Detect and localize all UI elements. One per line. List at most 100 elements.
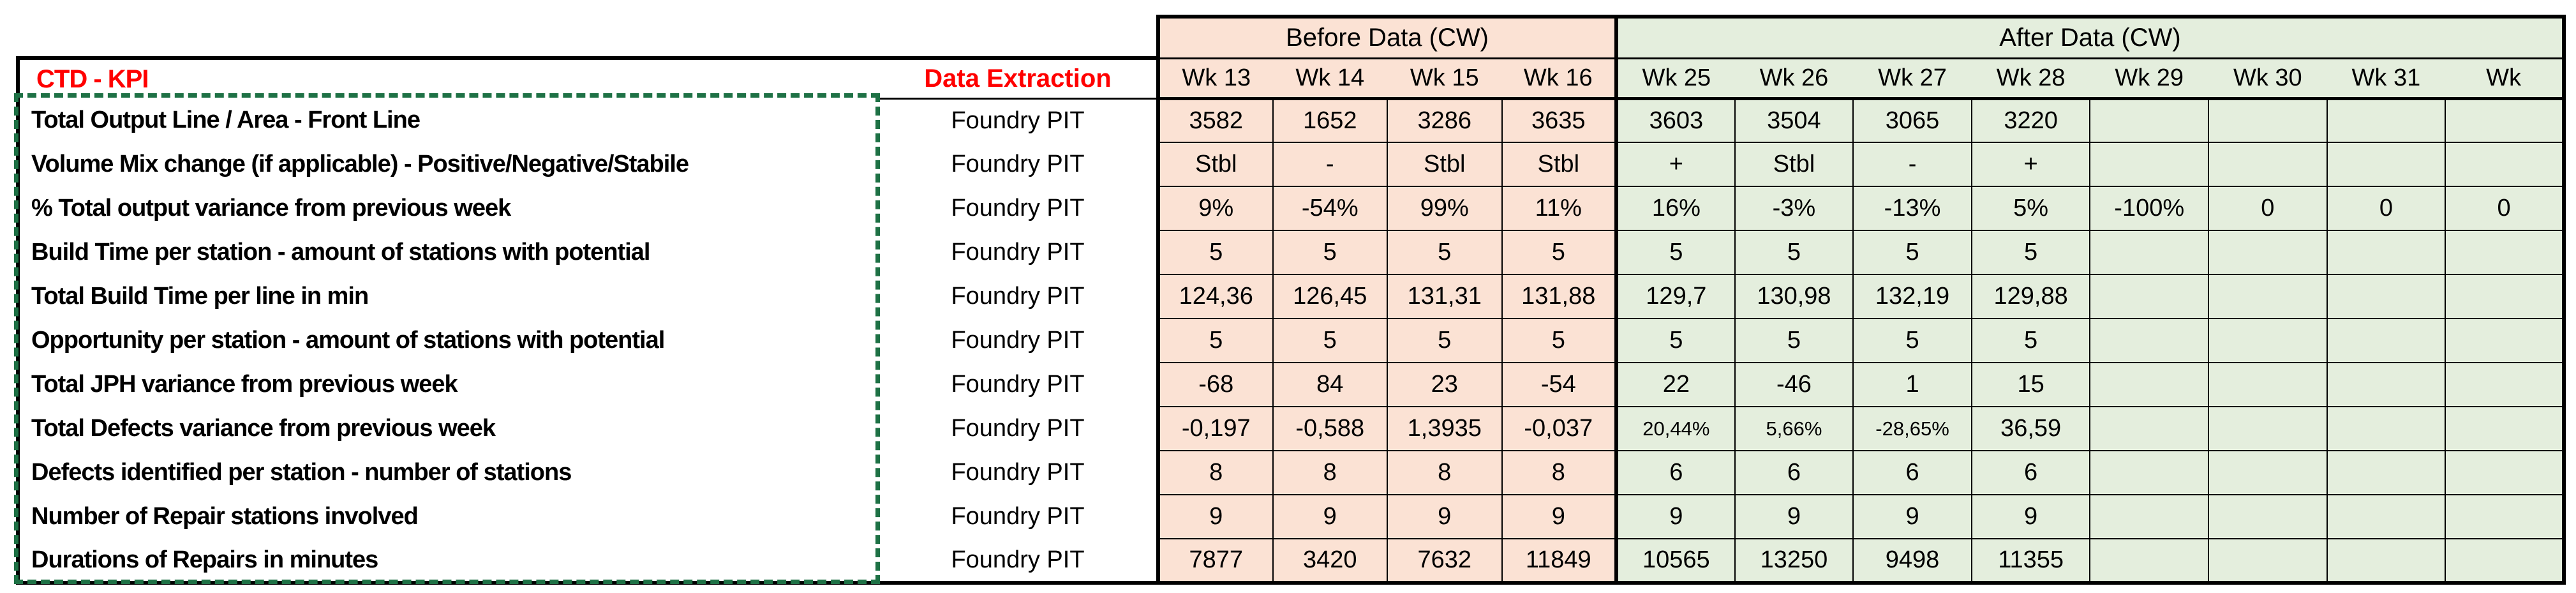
data-source-cell[interactable]: Foundry PIT <box>879 274 1158 319</box>
value-cell-after[interactable] <box>2208 538 2328 585</box>
data-source-cell[interactable]: Foundry PIT <box>879 495 1158 539</box>
value-cell-after[interactable] <box>2445 450 2566 495</box>
value-cell-after[interactable] <box>2445 230 2566 275</box>
value-cell-after[interactable]: 5 <box>1852 230 1972 275</box>
kpi-row-label[interactable]: Total Output Line / Area - Front Line <box>16 98 879 142</box>
data-source-cell[interactable]: Foundry PIT <box>879 98 1158 142</box>
value-cell-after[interactable] <box>2089 406 2210 451</box>
value-cell-after[interactable]: 130,98 <box>1734 274 1854 319</box>
value-cell-after[interactable] <box>2326 274 2446 319</box>
data-extraction-header[interactable]: Data Extraction <box>879 56 1158 100</box>
value-cell-before[interactable]: Stbl <box>1387 142 1503 187</box>
value-cell-before[interactable]: 5 <box>1272 230 1388 275</box>
value-cell-after[interactable] <box>2208 494 2328 539</box>
value-cell-after[interactable] <box>2445 406 2566 451</box>
value-cell-before[interactable]: 9% <box>1156 186 1274 231</box>
data-source-cell[interactable]: Foundry PIT <box>879 319 1158 363</box>
value-cell-before[interactable]: 131,31 <box>1387 274 1503 319</box>
value-cell-before[interactable]: 8 <box>1501 450 1618 495</box>
kpi-row-label[interactable]: Defects identified per station - number … <box>16 451 879 495</box>
value-cell-after[interactable] <box>2326 406 2446 451</box>
value-cell-after[interactable]: 9 <box>1734 494 1854 539</box>
value-cell-before[interactable]: 1,3935 <box>1387 406 1503 451</box>
value-cell-after[interactable] <box>2445 362 2566 407</box>
value-cell-after[interactable]: 6 <box>1852 450 1972 495</box>
week-header-after-0[interactable]: Wk 25 <box>1614 58 1735 100</box>
week-header-after-2[interactable]: Wk 27 <box>1853 58 1972 100</box>
value-cell-after[interactable] <box>2208 318 2328 363</box>
week-header-before-3[interactable]: Wk 16 <box>1501 58 1617 100</box>
value-cell-after[interactable]: -3% <box>1734 186 1854 231</box>
value-cell-after[interactable] <box>2326 318 2446 363</box>
kpi-row-label[interactable]: Build Time per station - amount of stati… <box>16 230 879 274</box>
value-cell-after[interactable]: 5 <box>1614 230 1736 275</box>
value-cell-after[interactable]: 22 <box>1614 362 1736 407</box>
value-cell-after[interactable] <box>2326 362 2446 407</box>
value-cell-after[interactable]: 5 <box>1970 318 2091 363</box>
value-cell-after[interactable]: -100% <box>2089 186 2210 231</box>
value-cell-before[interactable]: Stbl <box>1501 142 1618 187</box>
value-cell-before[interactable]: - <box>1272 142 1388 187</box>
week-header-after-1[interactable]: Wk 26 <box>1734 58 1854 100</box>
value-cell-before[interactable]: 9 <box>1387 494 1503 539</box>
value-cell-before[interactable]: -0,588 <box>1272 406 1388 451</box>
value-cell-before[interactable]: 3582 <box>1156 98 1274 143</box>
value-cell-after[interactable]: 5,66% <box>1734 406 1854 451</box>
value-cell-before[interactable]: -0,197 <box>1156 406 1274 451</box>
value-cell-before[interactable]: 5 <box>1272 318 1388 363</box>
value-cell-before[interactable]: 9 <box>1156 494 1274 539</box>
value-cell-after[interactable] <box>2089 450 2210 495</box>
value-cell-after[interactable] <box>2445 538 2566 585</box>
value-cell-after[interactable] <box>2208 142 2328 187</box>
value-cell-after[interactable] <box>2208 230 2328 275</box>
value-cell-after[interactable] <box>2445 142 2566 187</box>
value-cell-before[interactable]: 126,45 <box>1272 274 1388 319</box>
value-cell-after[interactable]: 3603 <box>1614 98 1736 143</box>
value-cell-after[interactable]: 5 <box>1614 318 1736 363</box>
value-cell-after[interactable]: 9 <box>1852 494 1972 539</box>
value-cell-after[interactable] <box>2326 98 2446 143</box>
kpi-row-label[interactable]: Number of Repair stations involved <box>16 495 879 539</box>
value-cell-after[interactable]: + <box>1614 142 1736 187</box>
value-cell-before[interactable]: 11% <box>1501 186 1618 231</box>
value-cell-before[interactable]: -0,037 <box>1501 406 1618 451</box>
value-cell-after[interactable]: 11355 <box>1970 538 2091 585</box>
kpi-row-label[interactable]: Durations of Repairs in minutes <box>16 539 879 585</box>
value-cell-after[interactable]: 5 <box>1734 230 1854 275</box>
kpi-row-label[interactable]: Opportunity per station - amount of stat… <box>16 319 879 363</box>
value-cell-before[interactable]: 84 <box>1272 362 1388 407</box>
value-cell-before[interactable]: -68 <box>1156 362 1274 407</box>
value-cell-after[interactable] <box>2089 274 2210 319</box>
value-cell-before[interactable]: 5 <box>1501 230 1618 275</box>
value-cell-after[interactable]: 6 <box>1614 450 1736 495</box>
value-cell-after[interactable]: 1 <box>1852 362 1972 407</box>
value-cell-after[interactable]: 5 <box>1852 318 1972 363</box>
value-cell-before[interactable]: 1652 <box>1272 98 1388 143</box>
value-cell-after[interactable]: - <box>1852 142 1972 187</box>
value-cell-after[interactable]: 20,44% <box>1614 406 1736 451</box>
after-data-group-header[interactable]: After Data (CW) <box>1614 15 2566 59</box>
value-cell-before[interactable]: 3635 <box>1501 98 1618 143</box>
value-cell-after[interactable] <box>2208 450 2328 495</box>
value-cell-before[interactable]: 9 <box>1272 494 1388 539</box>
value-cell-after[interactable] <box>2326 450 2446 495</box>
data-source-cell[interactable]: Foundry PIT <box>879 407 1158 451</box>
value-cell-after[interactable]: 5 <box>1734 318 1854 363</box>
value-cell-after[interactable]: 132,19 <box>1852 274 1972 319</box>
value-cell-after[interactable] <box>2089 362 2210 407</box>
value-cell-after[interactable]: 9 <box>1614 494 1736 539</box>
value-cell-after[interactable] <box>2208 406 2328 451</box>
value-cell-before[interactable]: 3286 <box>1387 98 1503 143</box>
value-cell-before[interactable]: 99% <box>1387 186 1503 231</box>
value-cell-before[interactable]: 11849 <box>1501 538 1618 585</box>
value-cell-after[interactable]: -46 <box>1734 362 1854 407</box>
kpi-row-label[interactable]: % Total output variance from previous we… <box>16 186 879 230</box>
value-cell-after[interactable] <box>2089 142 2210 187</box>
value-cell-after[interactable]: 9 <box>1970 494 2091 539</box>
value-cell-before[interactable]: 131,88 <box>1501 274 1618 319</box>
value-cell-after[interactable] <box>2445 274 2566 319</box>
value-cell-after[interactable]: 129,7 <box>1614 274 1736 319</box>
value-cell-before[interactable]: -54% <box>1272 186 1388 231</box>
value-cell-after[interactable]: 3065 <box>1852 98 1972 143</box>
data-source-cell[interactable]: Foundry PIT <box>879 142 1158 186</box>
